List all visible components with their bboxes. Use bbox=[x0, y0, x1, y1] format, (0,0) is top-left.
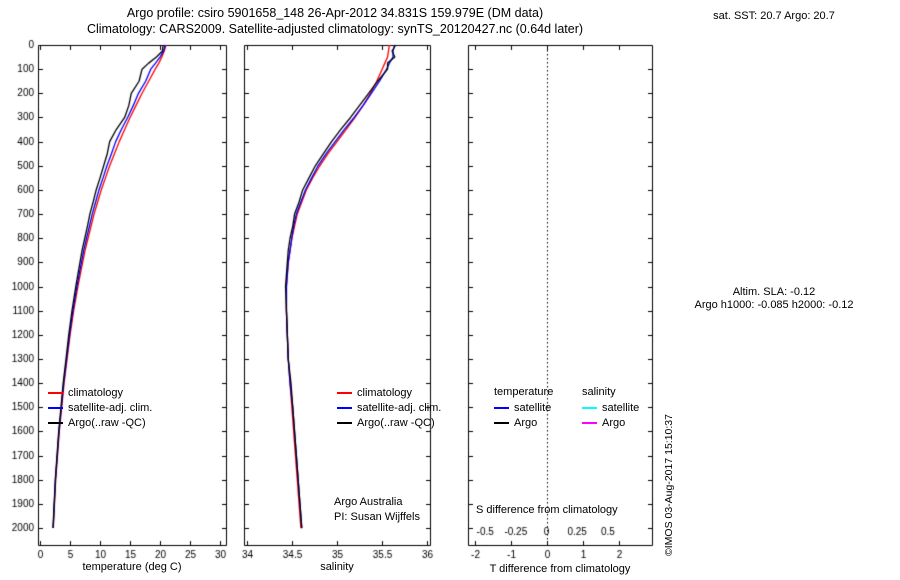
sla-map-title-line2: Argo h1000: -0.085 h2000: -0.12 bbox=[694, 299, 854, 311]
legend-item-argo: Argo bbox=[582, 415, 639, 430]
sst-map-panel bbox=[681, 38, 866, 268]
legend-item-climatology: climatology bbox=[337, 385, 441, 400]
salinity-legend: climatology satellite-adj. clim. Argo(..… bbox=[337, 385, 441, 430]
legend-label: Argo(..raw -QC) bbox=[357, 416, 435, 429]
legend-item-argo: Argo(..raw -QC) bbox=[48, 415, 152, 430]
credit-org: Argo Australia bbox=[334, 496, 403, 508]
climatology-line-swatch bbox=[48, 391, 63, 394]
legend-item-satellite: satellite bbox=[494, 400, 553, 415]
diff-sal-legend-header: salinity bbox=[582, 386, 616, 398]
argo-line-swatch bbox=[337, 421, 352, 424]
temperature-profile-panel bbox=[38, 45, 226, 545]
argo-line-swatch bbox=[48, 421, 63, 424]
legend-item-satellite-adj: satellite-adj. clim. bbox=[337, 400, 441, 415]
legend-label: climatology bbox=[357, 386, 413, 399]
legend-item-satellite-adj: satellite-adj. clim. bbox=[48, 400, 152, 415]
sla-map-panel bbox=[681, 330, 866, 560]
argo-sal-diff-line-swatch bbox=[582, 421, 597, 424]
salinity-axis-label: salinity bbox=[320, 561, 354, 573]
sst-map-title: sat. SST: 20.7 Argo: 20.7 bbox=[713, 10, 835, 22]
legend-label: Argo bbox=[602, 416, 626, 429]
figure-title-line2: Climatology: CARS2009. Satellite-adjuste… bbox=[86, 22, 584, 36]
satellite-sal-diff-line-swatch bbox=[582, 406, 597, 409]
diff-temp-legend-header: temperature bbox=[494, 386, 554, 398]
legend-label: Argo bbox=[514, 416, 538, 429]
legend-item-climatology: climatology bbox=[48, 385, 152, 400]
t-difference-axis-label: T difference from climatology bbox=[489, 563, 631, 575]
satellite-adj-line-swatch bbox=[48, 406, 63, 409]
legend-item-argo: Argo bbox=[494, 415, 553, 430]
legend-item-satellite: satellite bbox=[582, 400, 639, 415]
temperature-legend: climatology satellite-adj. clim. Argo(..… bbox=[48, 385, 152, 430]
legend-label: satellite-adj. clim. bbox=[68, 401, 153, 414]
diff-salinity-legend: salinity satellite Argo bbox=[582, 385, 639, 430]
legend-label: satellite bbox=[602, 401, 640, 414]
satellite-adj-line-swatch bbox=[337, 406, 352, 409]
salinity-profile-panel bbox=[244, 45, 430, 545]
satellite-diff-line-swatch bbox=[494, 406, 509, 409]
imos-watermark: ©IMOS 03-Aug-2017 15:10:37 bbox=[663, 414, 675, 556]
sla-map-title-line1: Altim. SLA: -0.12 bbox=[732, 286, 816, 298]
argo-diff-line-swatch bbox=[494, 421, 509, 424]
difference-profile-panel bbox=[468, 45, 652, 545]
figure-title-line1: Argo profile: csiro 5901658_148 26-Apr-2… bbox=[126, 6, 544, 20]
legend-label: Argo(..raw -QC) bbox=[68, 416, 146, 429]
legend-label: satellite bbox=[514, 401, 552, 414]
diff-temperature-legend: temperature satellite Argo bbox=[494, 385, 553, 430]
climatology-line-swatch bbox=[337, 391, 352, 394]
credit-pi: PI: Susan Wijffels bbox=[334, 511, 420, 523]
legend-label: satellite-adj. clim. bbox=[357, 401, 442, 414]
legend-label: climatology bbox=[68, 386, 124, 399]
s-difference-axis-label: S difference from climatology bbox=[476, 504, 618, 516]
legend-item-argo: Argo(..raw -QC) bbox=[337, 415, 441, 430]
temperature-axis-label: temperature (deg C) bbox=[82, 561, 182, 573]
